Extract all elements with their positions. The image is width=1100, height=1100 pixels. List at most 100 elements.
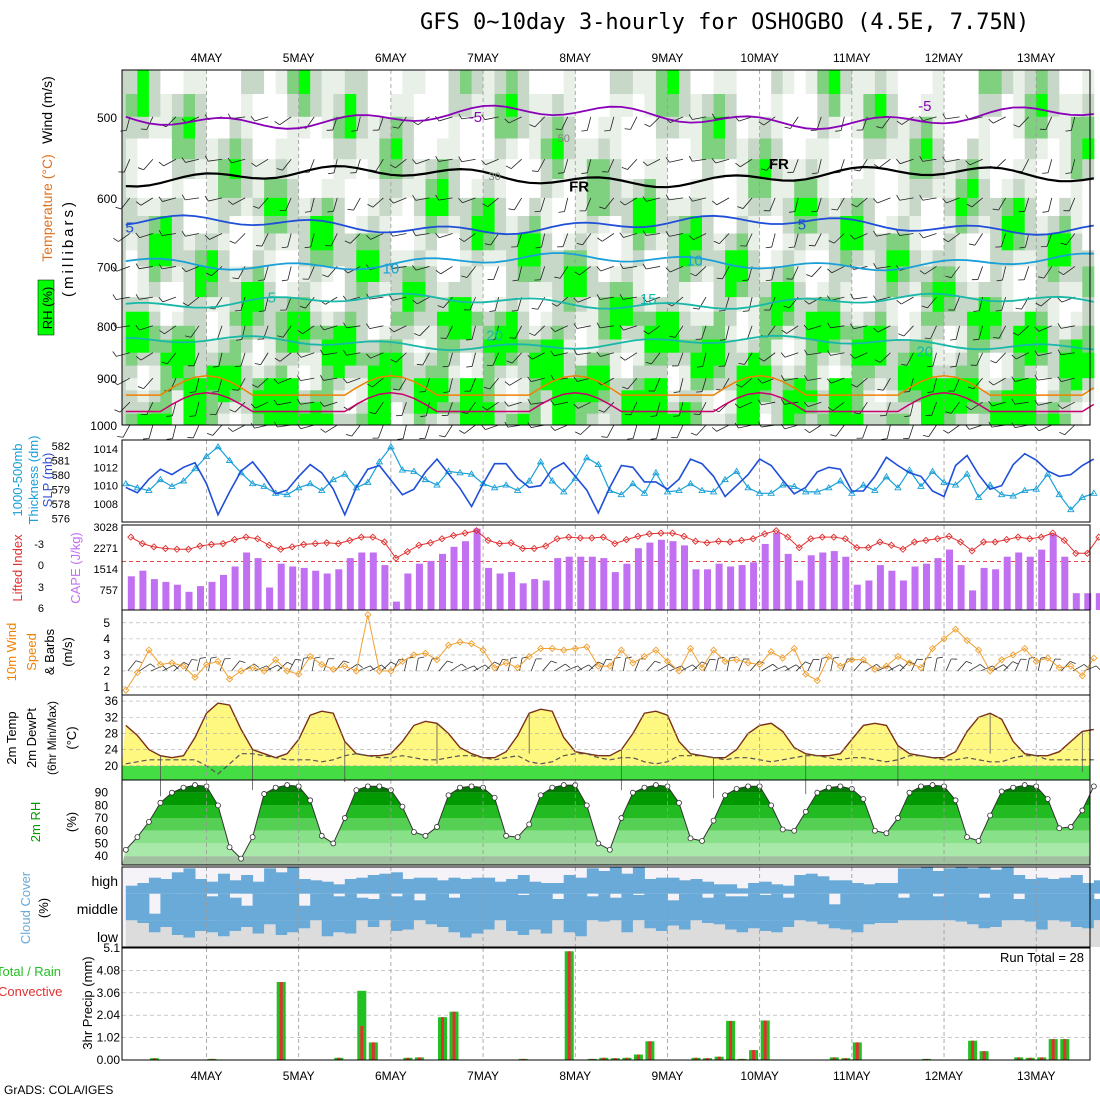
wind10m-barb-flag — [199, 657, 207, 659]
wind-barb-flag — [696, 391, 703, 393]
wind-barb — [651, 352, 661, 365]
rh-cell — [690, 159, 703, 180]
rh-cell — [609, 297, 622, 313]
wind10m-barb-flag — [357, 663, 363, 668]
wind-barb — [877, 325, 891, 333]
rh-cell — [1070, 116, 1083, 139]
rh-cell — [517, 282, 530, 298]
rh-cell — [125, 94, 138, 118]
rh-cell — [759, 282, 772, 298]
rh-cell — [241, 159, 254, 180]
cloud-low-fill — [390, 920, 403, 931]
cloud-middle-bar — [367, 899, 380, 921]
wind-barb-flag — [212, 391, 219, 393]
rh-cell — [978, 179, 991, 199]
rh-cell — [390, 297, 403, 313]
rh-cell — [967, 311, 980, 327]
rh-cell — [1013, 179, 1026, 199]
wind-barb-flag — [274, 357, 281, 362]
wind-barb-flag — [112, 294, 117, 300]
wind-barb-flag — [696, 365, 703, 368]
cloud-low-fill — [990, 920, 1003, 927]
rh-cell — [125, 352, 138, 367]
rh-cell — [241, 365, 254, 379]
wind-barb-flag — [711, 427, 717, 432]
precip-convective-bar — [1028, 1057, 1032, 1060]
rh-cell — [1024, 390, 1037, 403]
wind-barb — [771, 266, 776, 281]
rh-cell — [1082, 352, 1095, 367]
rh-cell — [955, 365, 968, 379]
cloud-middle-bar — [621, 893, 634, 921]
rh-cell — [725, 250, 738, 267]
cloud-high-bar — [978, 867, 991, 894]
wind-barb-flag — [137, 167, 144, 171]
rh-cell — [748, 250, 761, 267]
rh-cell — [310, 266, 323, 283]
wind-barb-flag — [719, 339, 726, 341]
wind10m-barb-flag — [418, 656, 425, 659]
rh-cell — [932, 138, 945, 160]
rh-cell — [321, 413, 334, 426]
rh-cell — [229, 233, 242, 251]
wind10m-barb — [450, 663, 462, 672]
rh-cell — [137, 413, 150, 426]
wind-barb-flag — [281, 279, 288, 282]
wind-barb-flag — [968, 243, 975, 246]
wind-barb — [627, 158, 638, 170]
wind-barb-flag — [873, 198, 878, 204]
rh-cell — [171, 413, 184, 426]
upper-air-frame — [121, 69, 1091, 426]
wind-barb-flag — [812, 172, 819, 175]
rh-cell — [171, 365, 184, 379]
rh-cell — [321, 197, 334, 217]
rh-cell — [817, 378, 830, 391]
rh-cell — [506, 311, 519, 327]
rh-cell — [644, 311, 657, 327]
rh-cell — [655, 159, 668, 180]
side-label-wind-units: (m/s) — [60, 637, 75, 667]
rh-cell — [944, 116, 956, 139]
wind10m-point — [986, 667, 994, 675]
thickness-point — [133, 483, 142, 491]
rh-cell — [1024, 311, 1037, 327]
bottom-date-label: 8MAY — [559, 1069, 591, 1083]
rh-cell — [955, 70, 968, 95]
rh2m-point — [284, 782, 291, 788]
wind10m-barb — [749, 660, 760, 672]
rh-cell — [494, 250, 507, 267]
cloud-middle-bar — [1036, 893, 1049, 921]
rh-cell — [667, 413, 680, 426]
rh-cell — [1013, 311, 1026, 327]
rh-cell — [287, 413, 300, 426]
rh-cell — [817, 94, 830, 118]
rh-cell — [183, 233, 196, 251]
li-point — [876, 538, 884, 546]
rh-cell — [1059, 311, 1072, 327]
rh-cell — [921, 311, 933, 327]
rh-cell — [863, 250, 876, 267]
wind10m-barb — [657, 663, 670, 672]
rh-cell — [725, 159, 738, 180]
rh-cell — [137, 339, 150, 354]
wind-barb — [853, 325, 868, 330]
wind-barb-flag — [573, 349, 578, 355]
cloud-middle-bar — [840, 893, 853, 921]
rh2m-point — [952, 797, 959, 804]
rh-cell — [575, 179, 588, 199]
rh-cell — [575, 311, 588, 327]
cloud-high-bar — [748, 883, 761, 894]
li-point — [472, 527, 481, 535]
rh-cell — [333, 116, 346, 139]
wind-barb-flag — [942, 113, 947, 120]
rh-cell — [1047, 266, 1060, 283]
rh-cell — [506, 365, 519, 379]
rh2m-point — [341, 815, 348, 821]
rh-cell — [1036, 413, 1049, 426]
wind-barb — [748, 297, 753, 311]
rh-cell — [344, 266, 357, 283]
li-point — [576, 534, 584, 542]
cloud-middle-bar — [713, 893, 726, 921]
wind-barb-flag — [1038, 276, 1045, 279]
rh-cell — [1059, 390, 1072, 403]
